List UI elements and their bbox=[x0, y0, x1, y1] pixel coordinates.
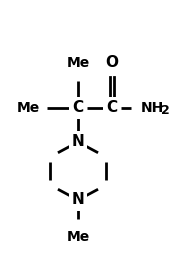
Text: N: N bbox=[72, 193, 84, 208]
Text: C: C bbox=[72, 100, 84, 115]
Text: Me: Me bbox=[17, 101, 40, 115]
Text: C: C bbox=[106, 100, 118, 115]
Text: N: N bbox=[72, 134, 84, 149]
Text: 2: 2 bbox=[161, 104, 170, 118]
Text: NH: NH bbox=[141, 101, 164, 115]
Text: Me: Me bbox=[66, 56, 90, 70]
Text: Me: Me bbox=[66, 230, 90, 244]
Text: O: O bbox=[105, 55, 119, 70]
